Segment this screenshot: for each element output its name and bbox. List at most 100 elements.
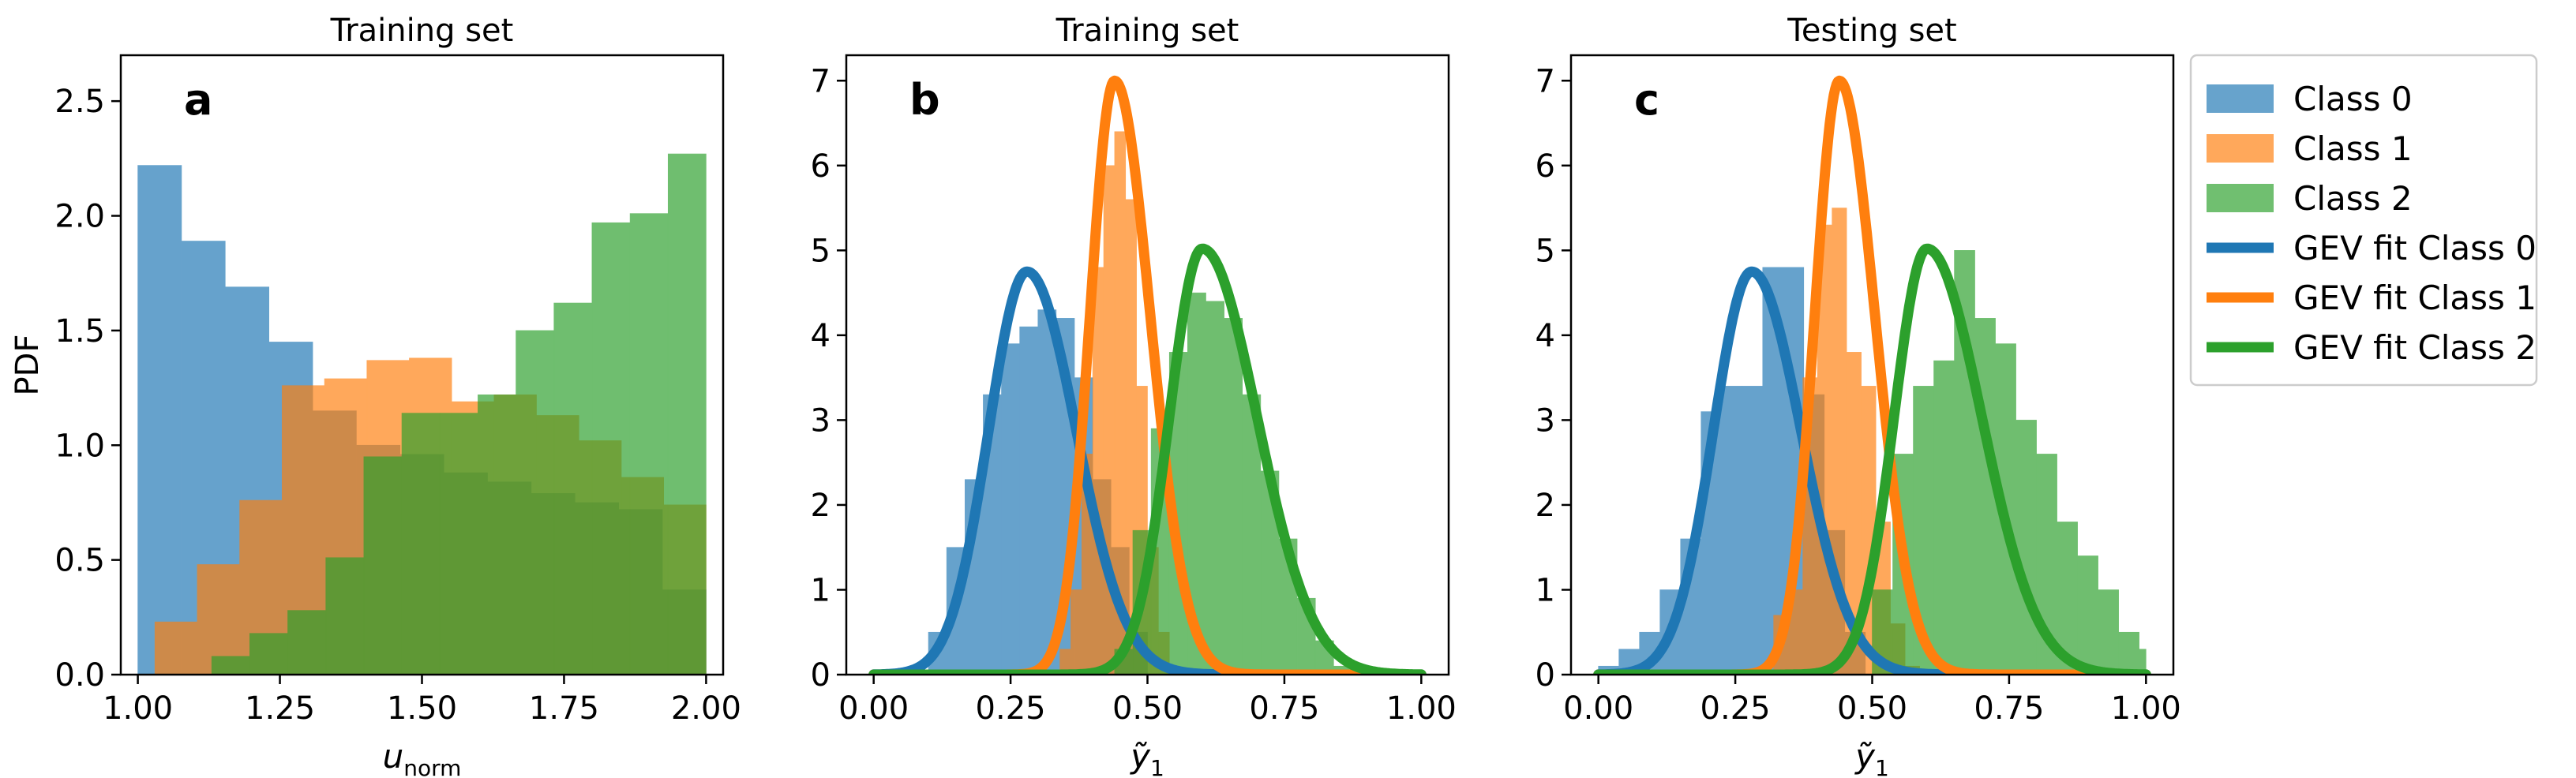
legend-label: Class 1 bbox=[2293, 129, 2413, 168]
x-tick-label: 0.25 bbox=[1700, 690, 1771, 727]
x-tick-label: 0.75 bbox=[1249, 690, 1319, 727]
legend-label: Class 2 bbox=[2293, 179, 2413, 218]
x-axis-label-main: ỹ bbox=[1129, 737, 1151, 776]
legend-label: Class 0 bbox=[2293, 80, 2413, 118]
x-axis-label-main: u bbox=[383, 737, 404, 776]
hist-bar bbox=[249, 633, 288, 675]
hist-bar bbox=[2077, 555, 2098, 675]
y-tick-label: 2.5 bbox=[54, 84, 105, 120]
fit-gev-fit-class-1 bbox=[868, 75, 1427, 675]
x-tick-label: 1.00 bbox=[2111, 690, 2181, 727]
y-tick-label: 2 bbox=[811, 488, 831, 524]
hist-bar bbox=[629, 213, 669, 675]
x-tick-label: 1.25 bbox=[245, 690, 315, 727]
hist-bar bbox=[1721, 386, 1743, 675]
hist-bar bbox=[1001, 343, 1020, 675]
hist-bar bbox=[363, 456, 403, 675]
legend-patch-swatch bbox=[2207, 84, 2274, 113]
fit-curves bbox=[868, 75, 1427, 675]
legend-label: GEV fit Class 0 bbox=[2293, 229, 2537, 267]
hist-class-2 bbox=[1872, 250, 2147, 675]
y-tick-label: 0.0 bbox=[54, 657, 105, 694]
legend-patch-swatch bbox=[2207, 184, 2274, 212]
y-tick-label: 0.5 bbox=[54, 543, 105, 579]
panel-letter: a bbox=[184, 75, 212, 125]
y-tick-label: 7 bbox=[811, 63, 831, 99]
panel-letter: c bbox=[1634, 75, 1659, 125]
y-tick-label: 1.0 bbox=[54, 428, 105, 464]
legend-label: GEV fit Class 2 bbox=[2293, 328, 2537, 367]
x-tick-label: 0.50 bbox=[1112, 690, 1183, 727]
x-axis-label-sub: 1 bbox=[1875, 755, 1889, 778]
hist-bar bbox=[553, 302, 593, 675]
hist-bar bbox=[439, 413, 478, 675]
y-tick-label: 1.5 bbox=[54, 313, 105, 350]
y-tick-label: 4 bbox=[1535, 318, 1555, 354]
legend-frame bbox=[2189, 54, 2538, 387]
hist-bar bbox=[1974, 318, 1996, 675]
hist-class-2 bbox=[211, 153, 707, 675]
x-tick-label: 0.50 bbox=[1837, 690, 1907, 727]
y-tick-label: 2 bbox=[1535, 488, 1555, 524]
y-tick-label: 1 bbox=[811, 572, 831, 608]
hist-bar bbox=[478, 394, 516, 675]
y-tick-label: 0 bbox=[1535, 657, 1555, 694]
x-tick-label: 1.00 bbox=[103, 690, 173, 727]
hist-bar bbox=[1933, 360, 1955, 675]
x-axis-label-sub: 1 bbox=[1150, 755, 1164, 778]
hist-bar bbox=[401, 413, 441, 675]
fit-gev-fit-class-0 bbox=[868, 266, 1427, 675]
hist-bar bbox=[287, 610, 327, 675]
x-axis-label-main: ỹ bbox=[1854, 737, 1876, 776]
x-tick-label: 0.00 bbox=[1563, 690, 1633, 727]
x-tick-label: 1.75 bbox=[529, 690, 599, 727]
fit-gev-fit-class-0 bbox=[1593, 266, 2151, 675]
y-tick-label: 1 bbox=[1535, 572, 1555, 608]
legend-label: GEV fit Class 1 bbox=[2293, 279, 2537, 317]
x-tick-label: 1.00 bbox=[1386, 690, 1457, 727]
hist-bar bbox=[154, 621, 198, 675]
hist-bar bbox=[2098, 589, 2119, 675]
hist-bar bbox=[1019, 326, 1039, 675]
hist-bar bbox=[1206, 301, 1224, 675]
hist-class-1 bbox=[1059, 131, 1170, 675]
panel-letter: b bbox=[909, 75, 940, 125]
y-tick-label: 5 bbox=[811, 233, 831, 269]
fit-gev-fit-class-2 bbox=[868, 243, 1427, 675]
hist-bar bbox=[137, 165, 182, 675]
panel-title: Training set bbox=[330, 13, 514, 49]
hist-bar bbox=[1224, 318, 1243, 675]
panel-b: 0.00 0.25 0.50 0.75 1.00 0 1 2 3 4 5 6 7 Training set… bbox=[811, 13, 1457, 778]
panel-a: 1.00 1.25 1.50 1.75 2.00 0.0 0.5 1.0 1.5 2.0 2.5 Tr… bbox=[9, 13, 741, 778]
hist-bar bbox=[1092, 267, 1104, 675]
fit-curves bbox=[1593, 75, 2151, 675]
x-axis-label: ỹ1 bbox=[1129, 737, 1164, 778]
x-tick-label: 1.50 bbox=[387, 690, 457, 727]
hist-bar bbox=[591, 222, 631, 675]
legend-patch-swatch bbox=[2207, 134, 2274, 163]
hist-bar bbox=[325, 557, 365, 675]
hist-bar bbox=[667, 153, 707, 675]
hist-bar bbox=[516, 330, 555, 675]
y-tick-label: 3 bbox=[811, 402, 831, 439]
y-tick-label: 6 bbox=[811, 148, 831, 185]
panel-title: Testing set bbox=[1787, 13, 1956, 49]
fit-gev-fit-class-1 bbox=[1593, 75, 2151, 675]
x-tick-label: 0.75 bbox=[1974, 690, 2044, 727]
y-axis-label: PDF bbox=[9, 335, 46, 396]
hist-bar bbox=[1037, 309, 1057, 675]
x-axis-label: unorm bbox=[383, 737, 462, 778]
y-tick-label: 5 bbox=[1535, 233, 1555, 269]
y-tick-label: 6 bbox=[1535, 148, 1555, 185]
x-tick-label: 2.00 bbox=[671, 690, 741, 727]
hist-bar bbox=[1071, 589, 1082, 675]
x-tick-label: 0.00 bbox=[838, 690, 909, 727]
x-tick-label: 0.25 bbox=[976, 690, 1046, 727]
fit-gev-fit-class-2 bbox=[1593, 243, 2151, 675]
legend: Class 0 Class 1 Class 2 GEV fit Class 0 GEV … bbox=[2189, 54, 2538, 387]
y-tick-label: 0 bbox=[811, 657, 831, 694]
x-axis-label: ỹ1 bbox=[1854, 737, 1889, 778]
hist-bar bbox=[1742, 386, 1764, 675]
y-tick-label: 2.0 bbox=[54, 199, 105, 235]
